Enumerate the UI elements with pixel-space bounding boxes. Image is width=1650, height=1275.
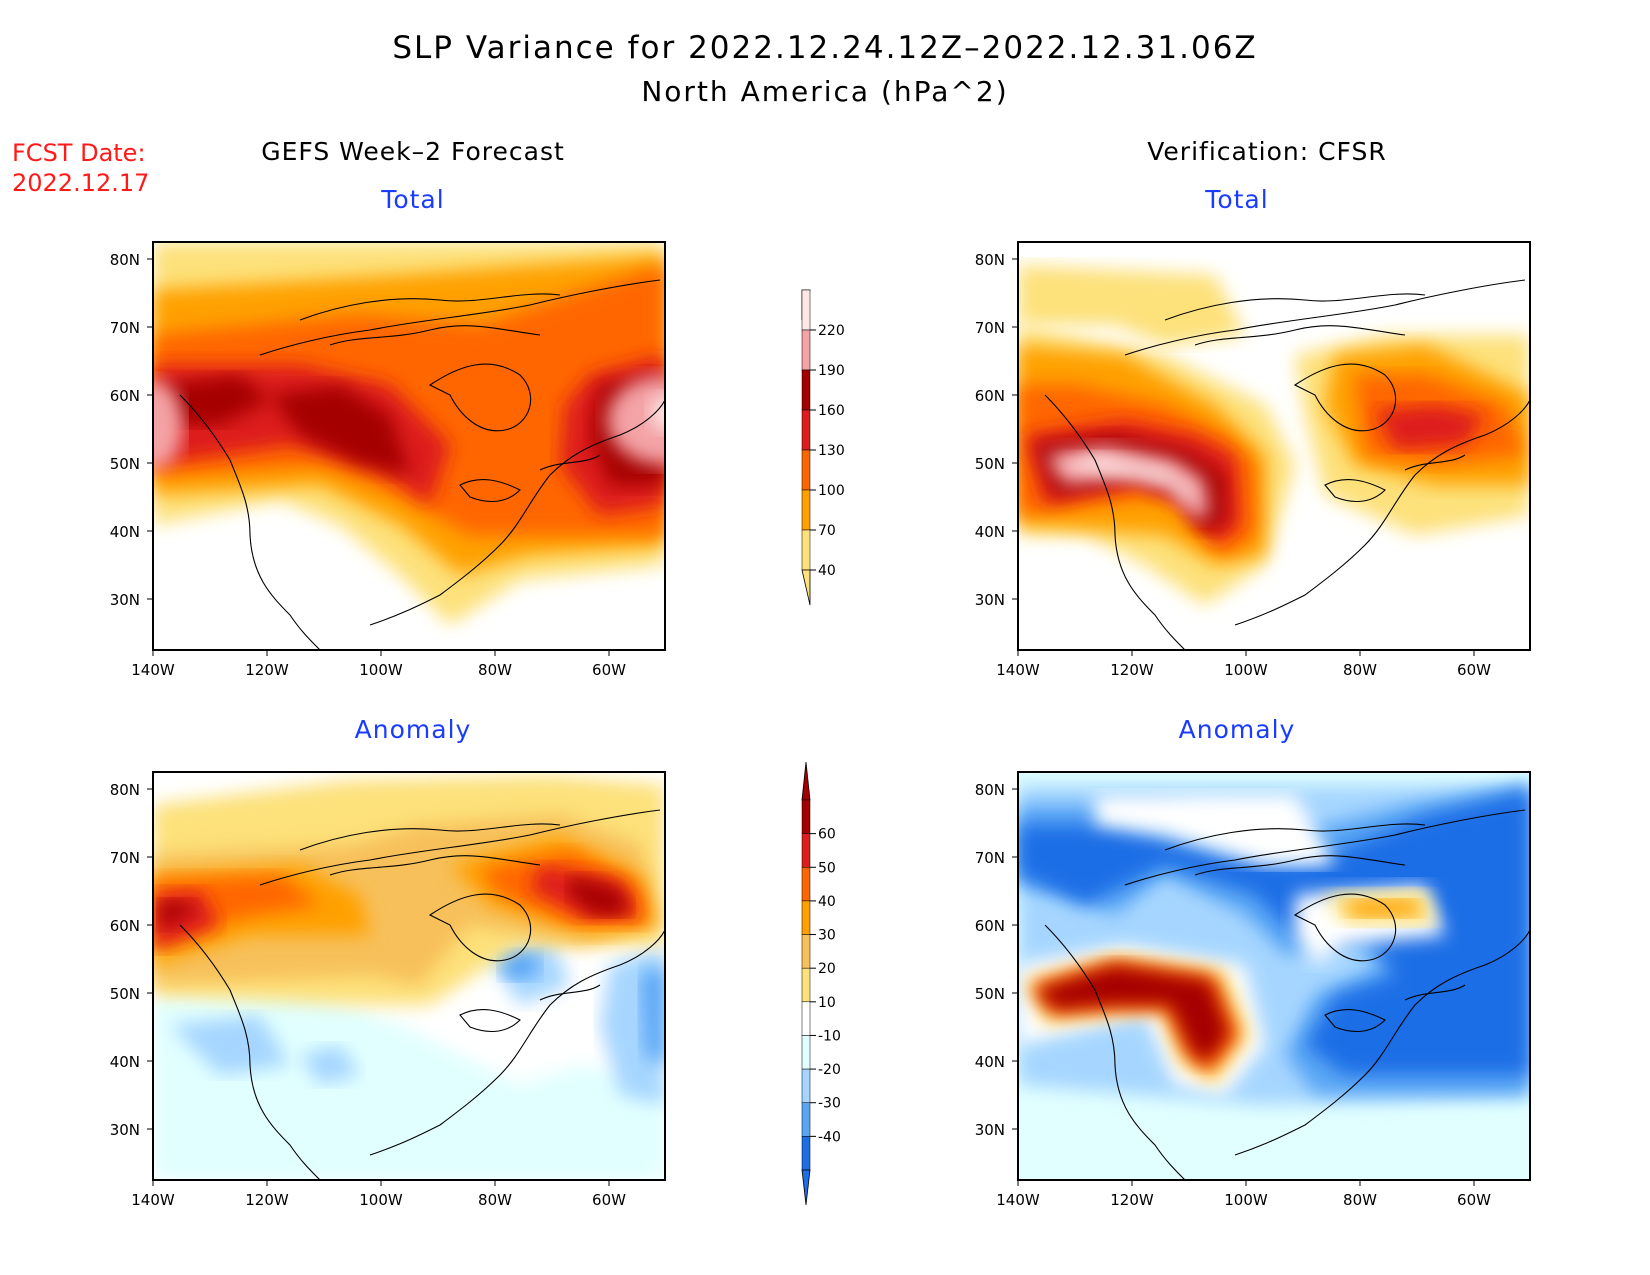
lon-label: 100W (1224, 661, 1268, 679)
colorbar-anomaly-label: 40 (818, 894, 836, 910)
panel-title-verification-total: Total (1205, 185, 1269, 214)
colorbar-total-label: 160 (818, 403, 845, 419)
panel-title-forecast-total: Total (381, 185, 445, 214)
lon-label: 100W (359, 661, 403, 679)
lon-label: 120W (245, 1191, 289, 1209)
colorbar-total-swatch (801, 529, 811, 571)
colorbar-anomaly-label: 30 (818, 928, 836, 944)
lon-label: 120W (1110, 661, 1154, 679)
lon-label: 60W (1457, 1191, 1491, 1209)
lat-label: 70N (110, 319, 140, 337)
lon-label: 80W (478, 1191, 512, 1209)
colorbar-anomaly-label: -20 (818, 1062, 841, 1078)
map-verification-total: 80N 70N 60N 50N 40N 30N 140W 120W 100W 8… (975, 241, 1531, 679)
lon-label: 140W (996, 1191, 1040, 1209)
lat-label: 30N (110, 1121, 140, 1139)
fcst-date-value: 2022.12.17 (12, 169, 150, 197)
lat-label: 50N (110, 455, 140, 473)
colorbar-anomaly-swatch (801, 1001, 811, 1036)
lon-label: 80W (478, 661, 512, 679)
lat-label: 70N (110, 849, 140, 867)
colorbar-total-swatch (801, 449, 811, 491)
lat-label: 70N (975, 319, 1005, 337)
lat-label: 50N (975, 455, 1005, 473)
colorbar-anomaly-label: 60 (818, 827, 836, 843)
colorbar-total-label: 190 (818, 363, 845, 379)
lat-label: 50N (975, 985, 1005, 1003)
lat-label: 40N (110, 523, 140, 541)
lon-label: 100W (359, 1191, 403, 1209)
colorbar-anomaly-bottom-triangle (801, 1169, 811, 1206)
panel-title-verification-anomaly: Anomaly (1178, 715, 1296, 744)
colorbar-total-swatch (801, 329, 811, 371)
colorbar-total-bottom-triangle (801, 569, 811, 606)
lat-label: 40N (975, 1053, 1005, 1071)
colorbar-anomaly-swatch (801, 833, 811, 868)
lat-label: 50N (110, 985, 140, 1003)
colorbar-anomaly-swatch (801, 967, 811, 1003)
lat-label: 60N (975, 917, 1005, 935)
colorbar-anomaly-label: 10 (818, 995, 836, 1011)
lon-label: 80W (1343, 661, 1377, 679)
colorbar-anomaly-swatch (801, 1068, 811, 1103)
colorbar-anomaly-swatch (801, 934, 811, 969)
lon-label: 60W (1457, 661, 1491, 679)
colorbar-total-label: 70 (818, 523, 836, 539)
colorbar-total-swatch (801, 489, 811, 531)
colorbar-total-swatch (801, 289, 811, 331)
lat-label: 60N (110, 917, 140, 935)
column-title-forecast: GEFS Week–2 Forecast (261, 137, 565, 166)
colorbar-anomaly-label: 50 (818, 860, 836, 876)
colorbar-total: 220 190 160 130 100 70 40 (801, 289, 845, 606)
lon-label: 140W (131, 661, 175, 679)
colorbar-anomaly-swatch (801, 799, 811, 834)
lon-label: 120W (245, 661, 289, 679)
colorbar-anomaly-swatch (801, 1136, 811, 1171)
lon-label: 60W (592, 1191, 626, 1209)
colorbar-total-label: 130 (818, 443, 845, 459)
lon-label: 120W (1110, 1191, 1154, 1209)
lat-label: 30N (975, 1121, 1005, 1139)
colorbar-anomaly-swatch (801, 867, 811, 902)
column-title-verification: Verification: CFSR (1147, 137, 1387, 166)
colorbar-anomaly-label: 20 (818, 961, 836, 977)
colorbar-anomaly: 60 50 40 30 20 10 -10 -20 -30 -40 (801, 761, 841, 1206)
figure-subtitle: North America (hPa^2) (641, 75, 1009, 108)
lon-label: 100W (1224, 1191, 1268, 1209)
lon-label: 60W (592, 661, 626, 679)
map-verification-anomaly: 80N 70N 60N 50N 40N 30N 140W 120W 100W 8… (975, 771, 1531, 1209)
lat-label: 80N (975, 781, 1005, 799)
lon-label: 140W (996, 661, 1040, 679)
lat-label: 80N (975, 251, 1005, 269)
colorbar-anomaly-label: -10 (818, 1028, 841, 1044)
lon-label: 140W (131, 1191, 175, 1209)
lat-label: 60N (975, 387, 1005, 405)
colorbar-total-label: 220 (818, 323, 845, 339)
colorbar-anomaly-top-triangle (801, 761, 811, 801)
lat-label: 30N (110, 591, 140, 609)
lat-label: 80N (110, 781, 140, 799)
colorbar-total-swatch (801, 369, 811, 411)
colorbar-total-label: 100 (818, 483, 845, 499)
lon-label: 80W (1343, 1191, 1377, 1209)
lat-label: 60N (110, 387, 140, 405)
fcst-date-label: FCST Date: (12, 139, 146, 167)
lat-label: 70N (975, 849, 1005, 867)
lat-label: 40N (975, 523, 1005, 541)
fcst-date-block: FCST Date: 2022.12.17 (12, 138, 149, 198)
lat-label: 40N (110, 1053, 140, 1071)
lat-label: 30N (975, 591, 1005, 609)
lat-label: 80N (110, 251, 140, 269)
colorbar-total-label: 40 (818, 563, 836, 579)
colorbar-anomaly-label: -40 (818, 1129, 841, 1145)
map-forecast-total: 80N 70N 60N 50N 40N 30N 140W 120W 100W 8… (110, 241, 666, 679)
colorbar-anomaly-swatch (801, 900, 811, 935)
figure-title: SLP Variance for 2022.12.24.12Z–2022.12.… (392, 30, 1258, 66)
colorbar-total-swatch (801, 409, 811, 451)
map-forecast-anomaly: 80N 70N 60N 50N 40N 30N 140W 120W 100W 8… (110, 771, 666, 1209)
colorbar-anomaly-swatch (801, 1035, 811, 1070)
panel-title-forecast-anomaly: Anomaly (354, 715, 472, 744)
colorbar-anomaly-label: -30 (818, 1096, 841, 1112)
colorbar-anomaly-swatch (801, 1102, 811, 1137)
